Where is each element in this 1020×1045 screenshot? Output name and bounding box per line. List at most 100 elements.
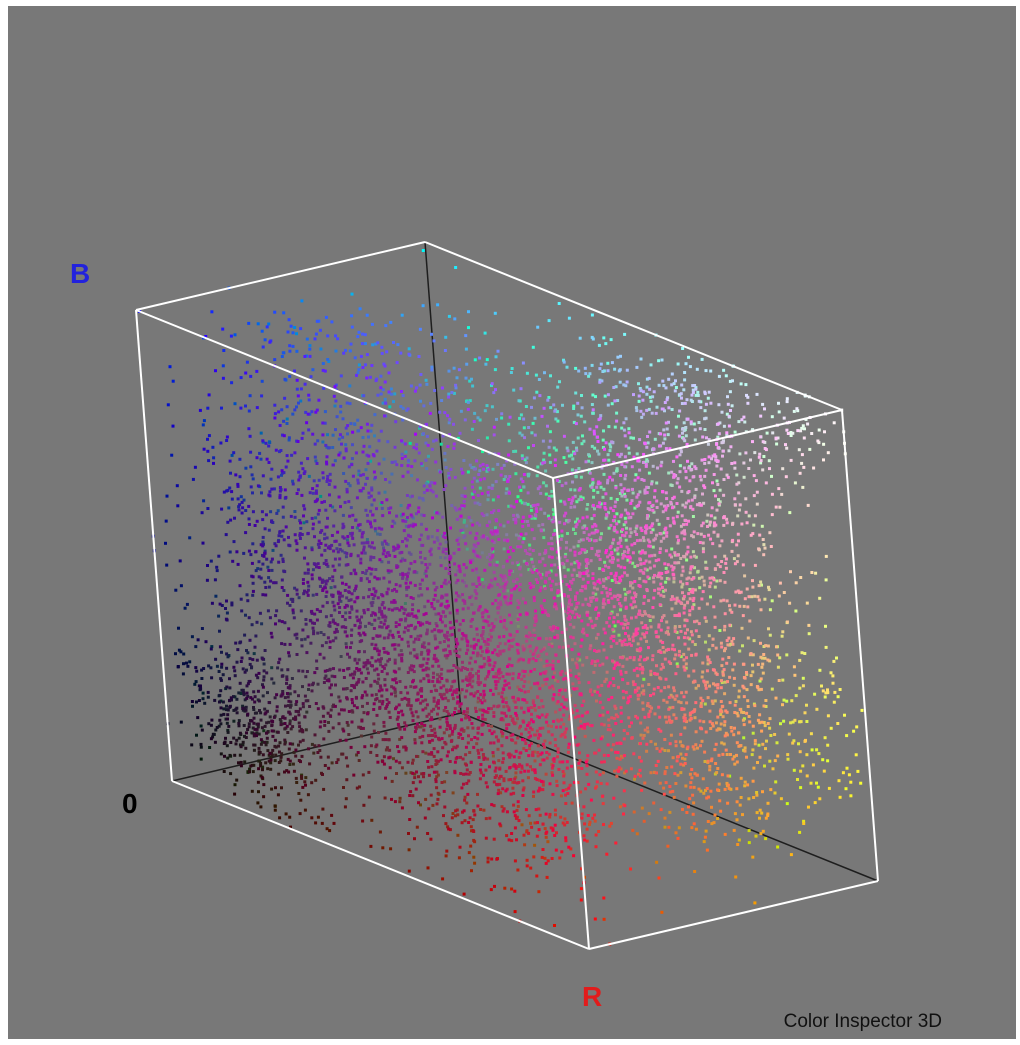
color-point (528, 543, 532, 547)
color-point (693, 643, 697, 646)
color-point (708, 585, 712, 589)
color-point (376, 649, 380, 653)
color-point (749, 652, 753, 656)
color-point (300, 299, 304, 303)
color-point (674, 379, 677, 383)
color-point (782, 698, 786, 702)
color-point (683, 757, 687, 761)
color-point (746, 699, 750, 703)
color-point (433, 727, 436, 731)
color-point (308, 618, 312, 622)
color-point (304, 618, 308, 621)
color-point (400, 452, 404, 456)
color-point (300, 644, 304, 648)
color-point (270, 520, 273, 524)
color-point (341, 522, 345, 526)
color-point (304, 728, 308, 732)
color-point (733, 762, 737, 766)
color-point (262, 675, 266, 679)
color-point (295, 592, 299, 596)
color-point (395, 361, 399, 365)
color-point (377, 616, 381, 620)
rgb-cube-chart[interactable] (8, 6, 1016, 1039)
color-point (553, 519, 557, 523)
color-point (179, 650, 183, 654)
color-point (383, 619, 387, 623)
color-point (497, 759, 501, 763)
color-point (683, 401, 687, 405)
color-point (485, 358, 489, 362)
color-point (547, 730, 551, 734)
color-point (652, 538, 656, 542)
color-point (719, 713, 723, 716)
color-point (463, 819, 467, 823)
color-point (679, 771, 683, 775)
color-point (717, 753, 721, 757)
color-point (694, 393, 698, 397)
color-point (529, 515, 533, 519)
color-point (298, 537, 302, 540)
color-point (464, 636, 468, 640)
color-point (264, 441, 268, 445)
color-point (434, 763, 438, 766)
color-point (504, 696, 508, 700)
color-point (228, 550, 232, 554)
color-point (568, 668, 572, 672)
color-point (196, 716, 200, 720)
color-point (676, 362, 680, 366)
color-point (496, 462, 500, 466)
color-point (245, 360, 249, 364)
color-point (685, 747, 689, 751)
color-point (806, 422, 810, 426)
color-point (794, 609, 798, 613)
color-point (661, 407, 665, 411)
color-point (372, 556, 376, 559)
color-point (262, 662, 266, 666)
color-point (475, 479, 479, 483)
color-point (713, 625, 717, 629)
color-point (562, 722, 566, 726)
color-point (465, 714, 469, 718)
color-point (780, 492, 784, 496)
color-point (315, 565, 318, 569)
color-point (438, 680, 442, 684)
color-point (705, 567, 709, 570)
color-point (532, 565, 536, 569)
color-point (283, 738, 287, 742)
color-point (653, 712, 657, 716)
color-point (541, 783, 545, 787)
color-point (434, 622, 438, 625)
color-point (327, 446, 331, 450)
color-point (714, 455, 718, 459)
color-point (763, 447, 767, 450)
color-point (316, 751, 320, 754)
color-point (437, 699, 441, 703)
color-point (522, 747, 526, 751)
color-point (277, 410, 281, 414)
color-point (649, 530, 653, 534)
color-point (404, 724, 408, 728)
color-point (226, 713, 230, 717)
color-point (602, 472, 606, 476)
color-point (370, 423, 374, 427)
color-point (667, 406, 671, 410)
color-point (289, 825, 292, 829)
color-point (367, 491, 371, 495)
color-point (313, 744, 317, 748)
color-point (609, 445, 613, 449)
color-point (544, 835, 548, 839)
color-point (445, 656, 449, 660)
color-point (824, 624, 827, 628)
color-point (338, 547, 342, 551)
color-point (520, 766, 524, 770)
color-point (331, 505, 335, 509)
color-inspector-viewport[interactable]: B 0 R Color Inspector 3D (8, 6, 1016, 1039)
color-point (679, 701, 683, 705)
color-point (608, 442, 612, 446)
color-point (381, 846, 385, 850)
color-point (591, 393, 595, 397)
color-point (606, 599, 610, 602)
color-point (527, 690, 530, 693)
color-point (461, 660, 464, 664)
color-point (252, 732, 256, 736)
